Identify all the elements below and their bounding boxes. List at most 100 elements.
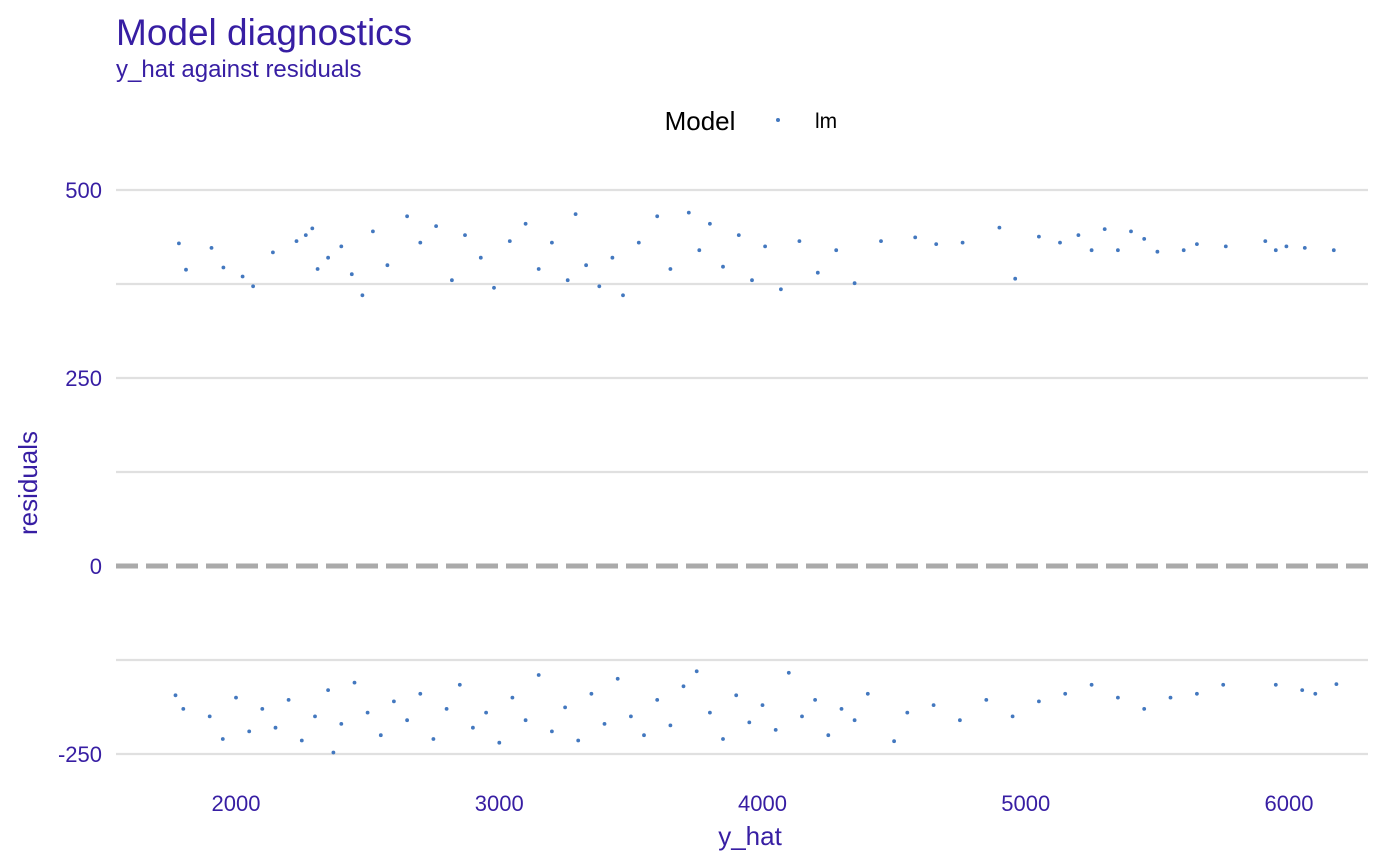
legend-label-lm: lm bbox=[815, 110, 837, 133]
data-point bbox=[913, 235, 918, 240]
data-point bbox=[852, 281, 857, 286]
x-tick-label: 5000 bbox=[1001, 791, 1050, 816]
data-point bbox=[834, 248, 839, 253]
data-point bbox=[1129, 229, 1133, 234]
data-point bbox=[655, 698, 660, 702]
data-point bbox=[1063, 691, 1068, 696]
data-point bbox=[779, 287, 783, 292]
data-point bbox=[892, 739, 896, 744]
data-point bbox=[405, 718, 409, 723]
data-point bbox=[668, 723, 673, 728]
data-point bbox=[326, 688, 330, 692]
data-point bbox=[349, 272, 354, 277]
data-point bbox=[207, 714, 212, 719]
data-point bbox=[815, 270, 820, 275]
data-point bbox=[1221, 682, 1226, 687]
data-point bbox=[271, 250, 275, 255]
data-point bbox=[1195, 242, 1199, 247]
data-point bbox=[315, 267, 320, 271]
x-tick-label: 2000 bbox=[212, 791, 261, 816]
data-point bbox=[610, 255, 615, 260]
data-point bbox=[1302, 246, 1307, 250]
data-point bbox=[708, 710, 712, 715]
data-point bbox=[786, 670, 791, 675]
data-point bbox=[697, 248, 702, 253]
y-tick-label: 500 bbox=[65, 178, 102, 203]
data-point bbox=[457, 682, 462, 687]
data-point bbox=[331, 750, 336, 755]
data-point bbox=[708, 221, 712, 226]
data-point bbox=[220, 737, 225, 741]
data-point bbox=[655, 214, 660, 219]
data-point bbox=[747, 720, 752, 725]
data-point bbox=[1142, 237, 1147, 241]
data-point bbox=[184, 267, 188, 272]
x-tick-label: 6000 bbox=[1265, 791, 1314, 816]
data-point bbox=[444, 707, 449, 711]
data-point bbox=[1037, 699, 1041, 704]
chart-title: Model diagnostics bbox=[116, 12, 413, 53]
data-point bbox=[905, 710, 910, 715]
data-point bbox=[240, 274, 245, 279]
data-point bbox=[177, 241, 181, 246]
data-point bbox=[997, 225, 1002, 230]
data-point bbox=[418, 691, 423, 696]
data-point bbox=[1195, 691, 1199, 696]
data-point bbox=[303, 233, 308, 238]
data-point bbox=[523, 718, 528, 723]
x-tick-label: 3000 bbox=[475, 791, 524, 816]
data-point bbox=[760, 703, 765, 707]
data-point bbox=[221, 265, 226, 270]
data-point bbox=[694, 669, 699, 674]
data-point bbox=[584, 263, 588, 268]
data-point bbox=[736, 233, 741, 238]
data-point bbox=[734, 693, 739, 698]
data-point bbox=[1102, 227, 1107, 232]
x-tick-label: 4000 bbox=[738, 791, 787, 816]
data-point bbox=[668, 267, 673, 271]
grid-lines bbox=[116, 188, 1368, 756]
data-point bbox=[463, 233, 467, 238]
data-point bbox=[1273, 682, 1278, 687]
data-point bbox=[173, 693, 178, 698]
data-point bbox=[621, 293, 625, 298]
data-point bbox=[371, 229, 375, 234]
data-point bbox=[260, 707, 265, 711]
data-point bbox=[565, 278, 570, 283]
data-point bbox=[352, 680, 357, 685]
data-point bbox=[434, 224, 438, 229]
data-point bbox=[365, 710, 370, 715]
data-point bbox=[813, 698, 817, 702]
data-point bbox=[1300, 688, 1305, 692]
data-point bbox=[471, 725, 475, 730]
y-axis-title: residuals bbox=[13, 431, 43, 535]
data-point bbox=[1076, 233, 1081, 238]
y-tick-label: -250 bbox=[58, 742, 102, 767]
data-point bbox=[826, 733, 831, 738]
legend: Model lm bbox=[665, 106, 838, 136]
data-point bbox=[313, 714, 317, 719]
data-point bbox=[1010, 714, 1015, 719]
data-point bbox=[507, 239, 512, 244]
data-point bbox=[510, 695, 515, 700]
data-point bbox=[247, 729, 252, 734]
data-point bbox=[721, 737, 725, 741]
data-point bbox=[431, 737, 436, 741]
data-point bbox=[273, 725, 278, 730]
data-point bbox=[931, 703, 936, 707]
data-point bbox=[478, 255, 483, 260]
data-point bbox=[1223, 244, 1228, 249]
data-point bbox=[1037, 234, 1041, 239]
data-point bbox=[960, 240, 965, 245]
data-point bbox=[536, 673, 541, 677]
data-point bbox=[209, 246, 214, 250]
data-point bbox=[1116, 695, 1120, 700]
data-point bbox=[773, 728, 778, 732]
data-point bbox=[576, 738, 581, 743]
y-tick-label: 250 bbox=[65, 366, 102, 391]
data-point bbox=[879, 239, 883, 244]
data-point bbox=[839, 707, 844, 711]
data-point bbox=[1058, 240, 1062, 245]
data-point bbox=[360, 293, 365, 298]
